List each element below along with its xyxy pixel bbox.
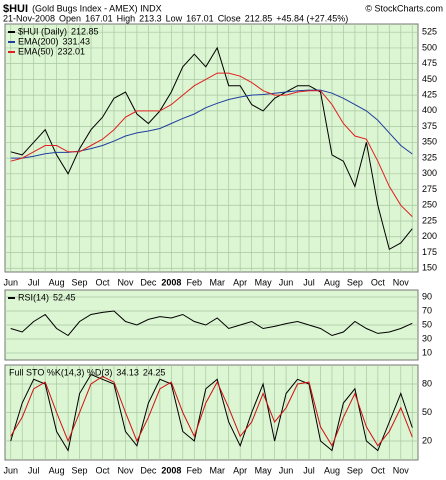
symbol: $HUI bbox=[3, 3, 28, 15]
x-tick-label: Aug bbox=[49, 465, 65, 475]
x-tick-label: Apr bbox=[233, 277, 247, 287]
x-tick-label: Sep bbox=[72, 277, 88, 287]
x-tick-label: Oct bbox=[96, 465, 111, 475]
quote-date: 21-Nov-2008 bbox=[3, 13, 55, 23]
quote-value: 213.3 bbox=[139, 13, 162, 23]
y-tick-label: 350 bbox=[422, 137, 437, 147]
quote-value: 167.01 bbox=[186, 13, 214, 23]
y-tick-label: 30 bbox=[422, 333, 432, 343]
x-tick-label: Aug bbox=[324, 465, 340, 475]
x-tick-label: Jun bbox=[3, 465, 18, 475]
legend-name: $HUI (Daily) bbox=[18, 26, 67, 36]
x-tick-label: Sep bbox=[347, 465, 363, 475]
y-tick-label: 80 bbox=[422, 378, 432, 388]
x-tick-label: Dec bbox=[140, 277, 157, 287]
x-tick-label: Jul bbox=[303, 277, 315, 287]
legend-title: Full STO %K(14,3) %D(3) bbox=[9, 367, 112, 377]
y-tick-label: 325 bbox=[422, 152, 437, 162]
credit: © StockCharts.com bbox=[365, 3, 443, 13]
x-tick-label: 2008 bbox=[161, 277, 181, 287]
chart-title: (Gold Bugs Index - AMEX) INDX bbox=[32, 3, 162, 13]
quote-label: Close bbox=[218, 13, 241, 23]
x-tick-label: May bbox=[255, 465, 273, 475]
x-tick-label: Nov bbox=[393, 465, 410, 475]
x-tick-label: Nov bbox=[393, 277, 410, 287]
x-tick-label: Jul bbox=[28, 277, 40, 287]
x-tick-label: Apr bbox=[233, 465, 247, 475]
x-tick-label: Jul bbox=[303, 465, 315, 475]
legend-value: 212.85 bbox=[71, 26, 99, 36]
x-tick-label: Mar bbox=[209, 277, 225, 287]
legend-value: 232.01 bbox=[58, 46, 86, 56]
x-tick-label: Oct bbox=[371, 465, 386, 475]
y-tick-label: 50 bbox=[422, 407, 432, 417]
legend-value: 52.45 bbox=[53, 292, 76, 302]
y-tick-label: 400 bbox=[422, 105, 437, 115]
series-line bbox=[10, 310, 413, 337]
x-tick-label: Dec bbox=[140, 465, 157, 475]
y-tick-label: 70 bbox=[422, 305, 432, 315]
y-tick-label: 500 bbox=[422, 42, 437, 52]
legend-name: EMA(50) bbox=[18, 46, 54, 56]
x-tick-label: Oct bbox=[371, 277, 386, 287]
x-tick-label: Feb bbox=[187, 277, 203, 287]
x-tick-label: Jun bbox=[279, 465, 294, 475]
y-tick-label: 375 bbox=[422, 121, 437, 131]
y-tick-label: 20 bbox=[422, 435, 432, 445]
legend-name: EMA(200) bbox=[18, 36, 59, 46]
series-line bbox=[10, 373, 413, 452]
x-tick-label: Feb bbox=[187, 465, 203, 475]
y-tick-label: 200 bbox=[422, 231, 437, 241]
x-tick-label: Jun bbox=[3, 277, 18, 287]
series-line bbox=[10, 46, 413, 251]
y-tick-label: 450 bbox=[422, 74, 437, 84]
y-tick-label: 525 bbox=[422, 27, 437, 37]
x-tick-label: Nov bbox=[117, 277, 134, 287]
quote-value: 212.85 bbox=[245, 13, 273, 23]
x-tick-label: Sep bbox=[72, 465, 88, 475]
x-tick-label: Aug bbox=[324, 277, 340, 287]
y-tick-label: 90 bbox=[422, 291, 432, 301]
y-tick-label: 150 bbox=[422, 263, 437, 273]
y-tick-label: 250 bbox=[422, 200, 437, 210]
legend-value: 34.13 bbox=[116, 367, 139, 377]
y-tick-label: 475 bbox=[422, 58, 437, 68]
x-tick-label: Sep bbox=[347, 277, 363, 287]
y-tick-label: 300 bbox=[422, 168, 437, 178]
y-tick-label: 425 bbox=[422, 90, 437, 100]
x-tick-label: Oct bbox=[96, 277, 111, 287]
x-tick-label: Jul bbox=[28, 465, 40, 475]
quote-value: 167.01 bbox=[85, 13, 113, 23]
x-tick-label: Jun bbox=[279, 277, 294, 287]
y-tick-label: 175 bbox=[422, 247, 437, 257]
quote-label: Open bbox=[59, 13, 81, 23]
series-line bbox=[10, 72, 413, 217]
legend-value: 331.43 bbox=[63, 36, 91, 46]
series-line bbox=[10, 375, 413, 447]
y-tick-label: 50 bbox=[422, 319, 432, 329]
legend-name: RSI(14) bbox=[18, 292, 49, 302]
quote-label: Low bbox=[166, 13, 183, 23]
y-tick-label: 225 bbox=[422, 215, 437, 225]
quote-change: +45.84 (+27.45%) bbox=[276, 13, 348, 23]
x-tick-label: Mar bbox=[209, 465, 225, 475]
quote-label: High bbox=[117, 13, 136, 23]
x-tick-label: Nov bbox=[117, 465, 134, 475]
y-tick-label: 10 bbox=[422, 347, 432, 357]
x-tick-label: 2008 bbox=[161, 465, 181, 475]
plot-area bbox=[4, 23, 419, 273]
legend-value: 24.25 bbox=[143, 367, 166, 377]
y-tick-label: 275 bbox=[422, 184, 437, 194]
x-tick-label: Aug bbox=[49, 277, 65, 287]
x-tick-label: May bbox=[255, 277, 273, 287]
